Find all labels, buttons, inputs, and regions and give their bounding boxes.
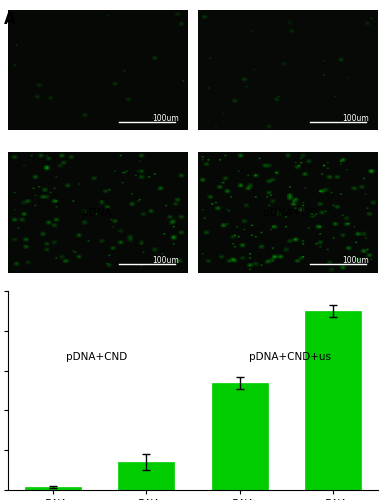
Text: pDNA+CND: pDNA+CND bbox=[66, 352, 127, 362]
Text: 100um: 100um bbox=[342, 256, 369, 266]
Bar bbox=[212, 382, 268, 490]
Bar bbox=[305, 311, 361, 490]
Text: pDNA: pDNA bbox=[82, 208, 111, 218]
Bar bbox=[118, 462, 174, 490]
Text: 100um: 100um bbox=[152, 114, 179, 123]
Text: pDNA+CND+us: pDNA+CND+us bbox=[249, 352, 330, 362]
Text: pDNA+US: pDNA+US bbox=[263, 208, 316, 218]
Text: 100um: 100um bbox=[152, 256, 179, 266]
Text: 100um: 100um bbox=[342, 114, 369, 123]
Bar bbox=[25, 487, 81, 490]
Text: A: A bbox=[4, 12, 15, 28]
